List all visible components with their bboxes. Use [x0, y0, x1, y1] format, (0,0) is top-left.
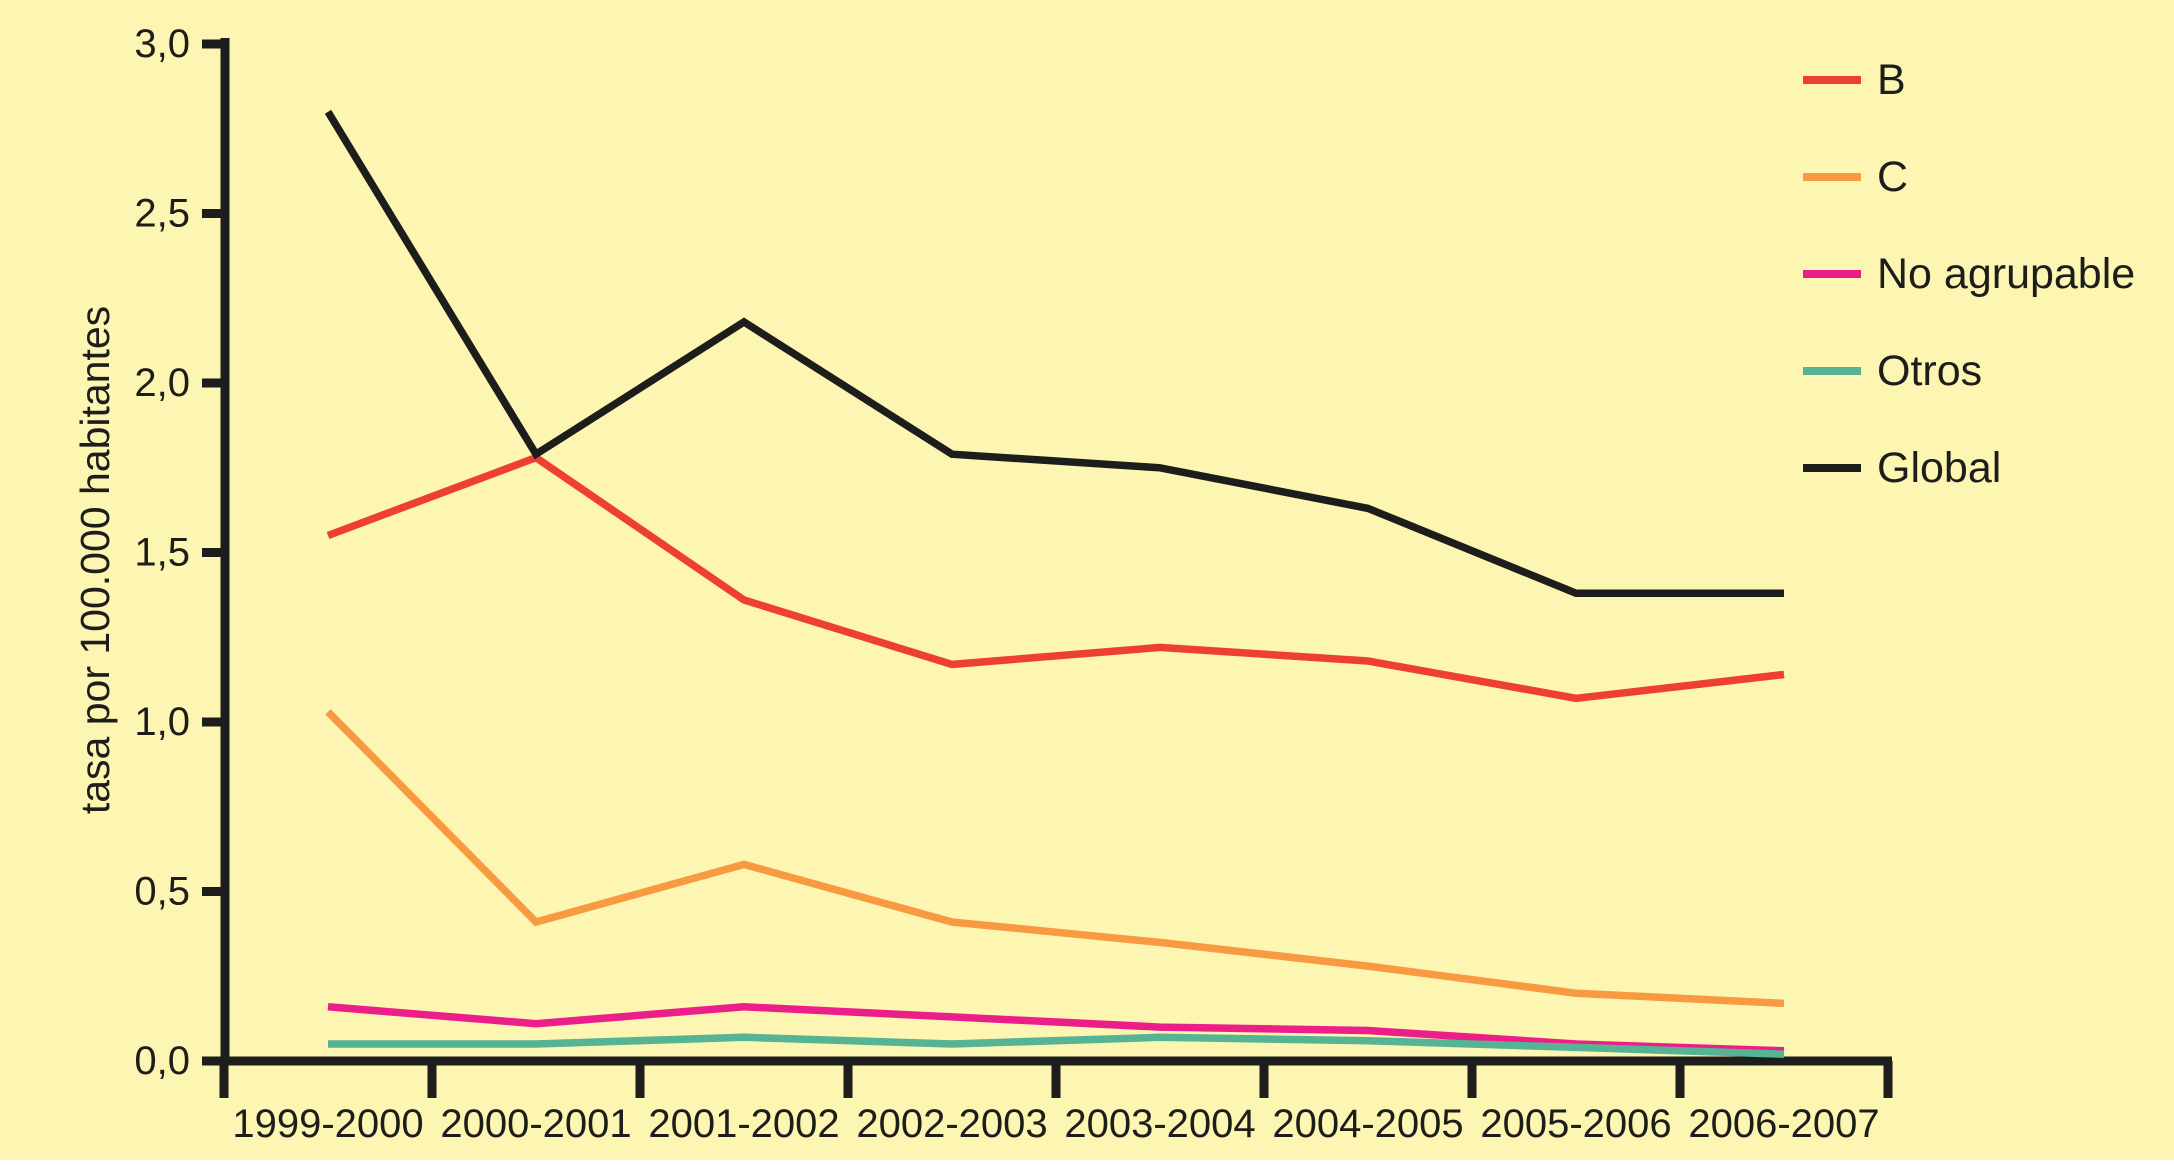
legend-label-global: Global — [1877, 444, 2001, 492]
series-line-c — [325, 709, 1785, 1008]
series-line-global — [324, 109, 1784, 597]
x-axis-category-label: 2001-2002 — [648, 1102, 839, 1146]
y-axis-tick-label: 1,0 — [134, 700, 190, 744]
x-axis-category-label: 2003-2004 — [1064, 1102, 1255, 1146]
y-axis-tick-label: 2,0 — [134, 361, 190, 405]
y-axis-tick-label: 0,5 — [134, 870, 190, 914]
series-line-otros — [328, 1033, 1785, 1058]
x-axis-category-label: 2002-2003 — [856, 1102, 1047, 1146]
x-axis-category-label: 2000-2001 — [440, 1102, 631, 1146]
x-axis-category-label: 2006-2007 — [1688, 1102, 1879, 1146]
y-axis-tick-label: 0,0 — [134, 1039, 190, 1083]
legend-label-b: B — [1877, 56, 1906, 104]
y-axis-tick-label: 3,0 — [134, 22, 190, 66]
legend-label-no-agrupable: No agrupable — [1877, 250, 2135, 298]
y-axis-tick-label: 2,5 — [134, 192, 190, 236]
series-line-b — [326, 453, 1785, 703]
x-axis-category-label: 2005-2006 — [1480, 1102, 1671, 1146]
x-axis-category-label: 1999-2000 — [232, 1102, 423, 1146]
legend-label-c: C — [1877, 153, 1908, 201]
legend-label-otros: Otros — [1877, 347, 1982, 395]
y-axis-tick-label: 1,5 — [134, 531, 190, 575]
x-axis-category-label: 2004-2005 — [1272, 1102, 1463, 1146]
series-line-no-agrupable — [327, 1003, 1785, 1055]
y-axis-title: tasa por 100.000 habitantes — [72, 306, 118, 814]
